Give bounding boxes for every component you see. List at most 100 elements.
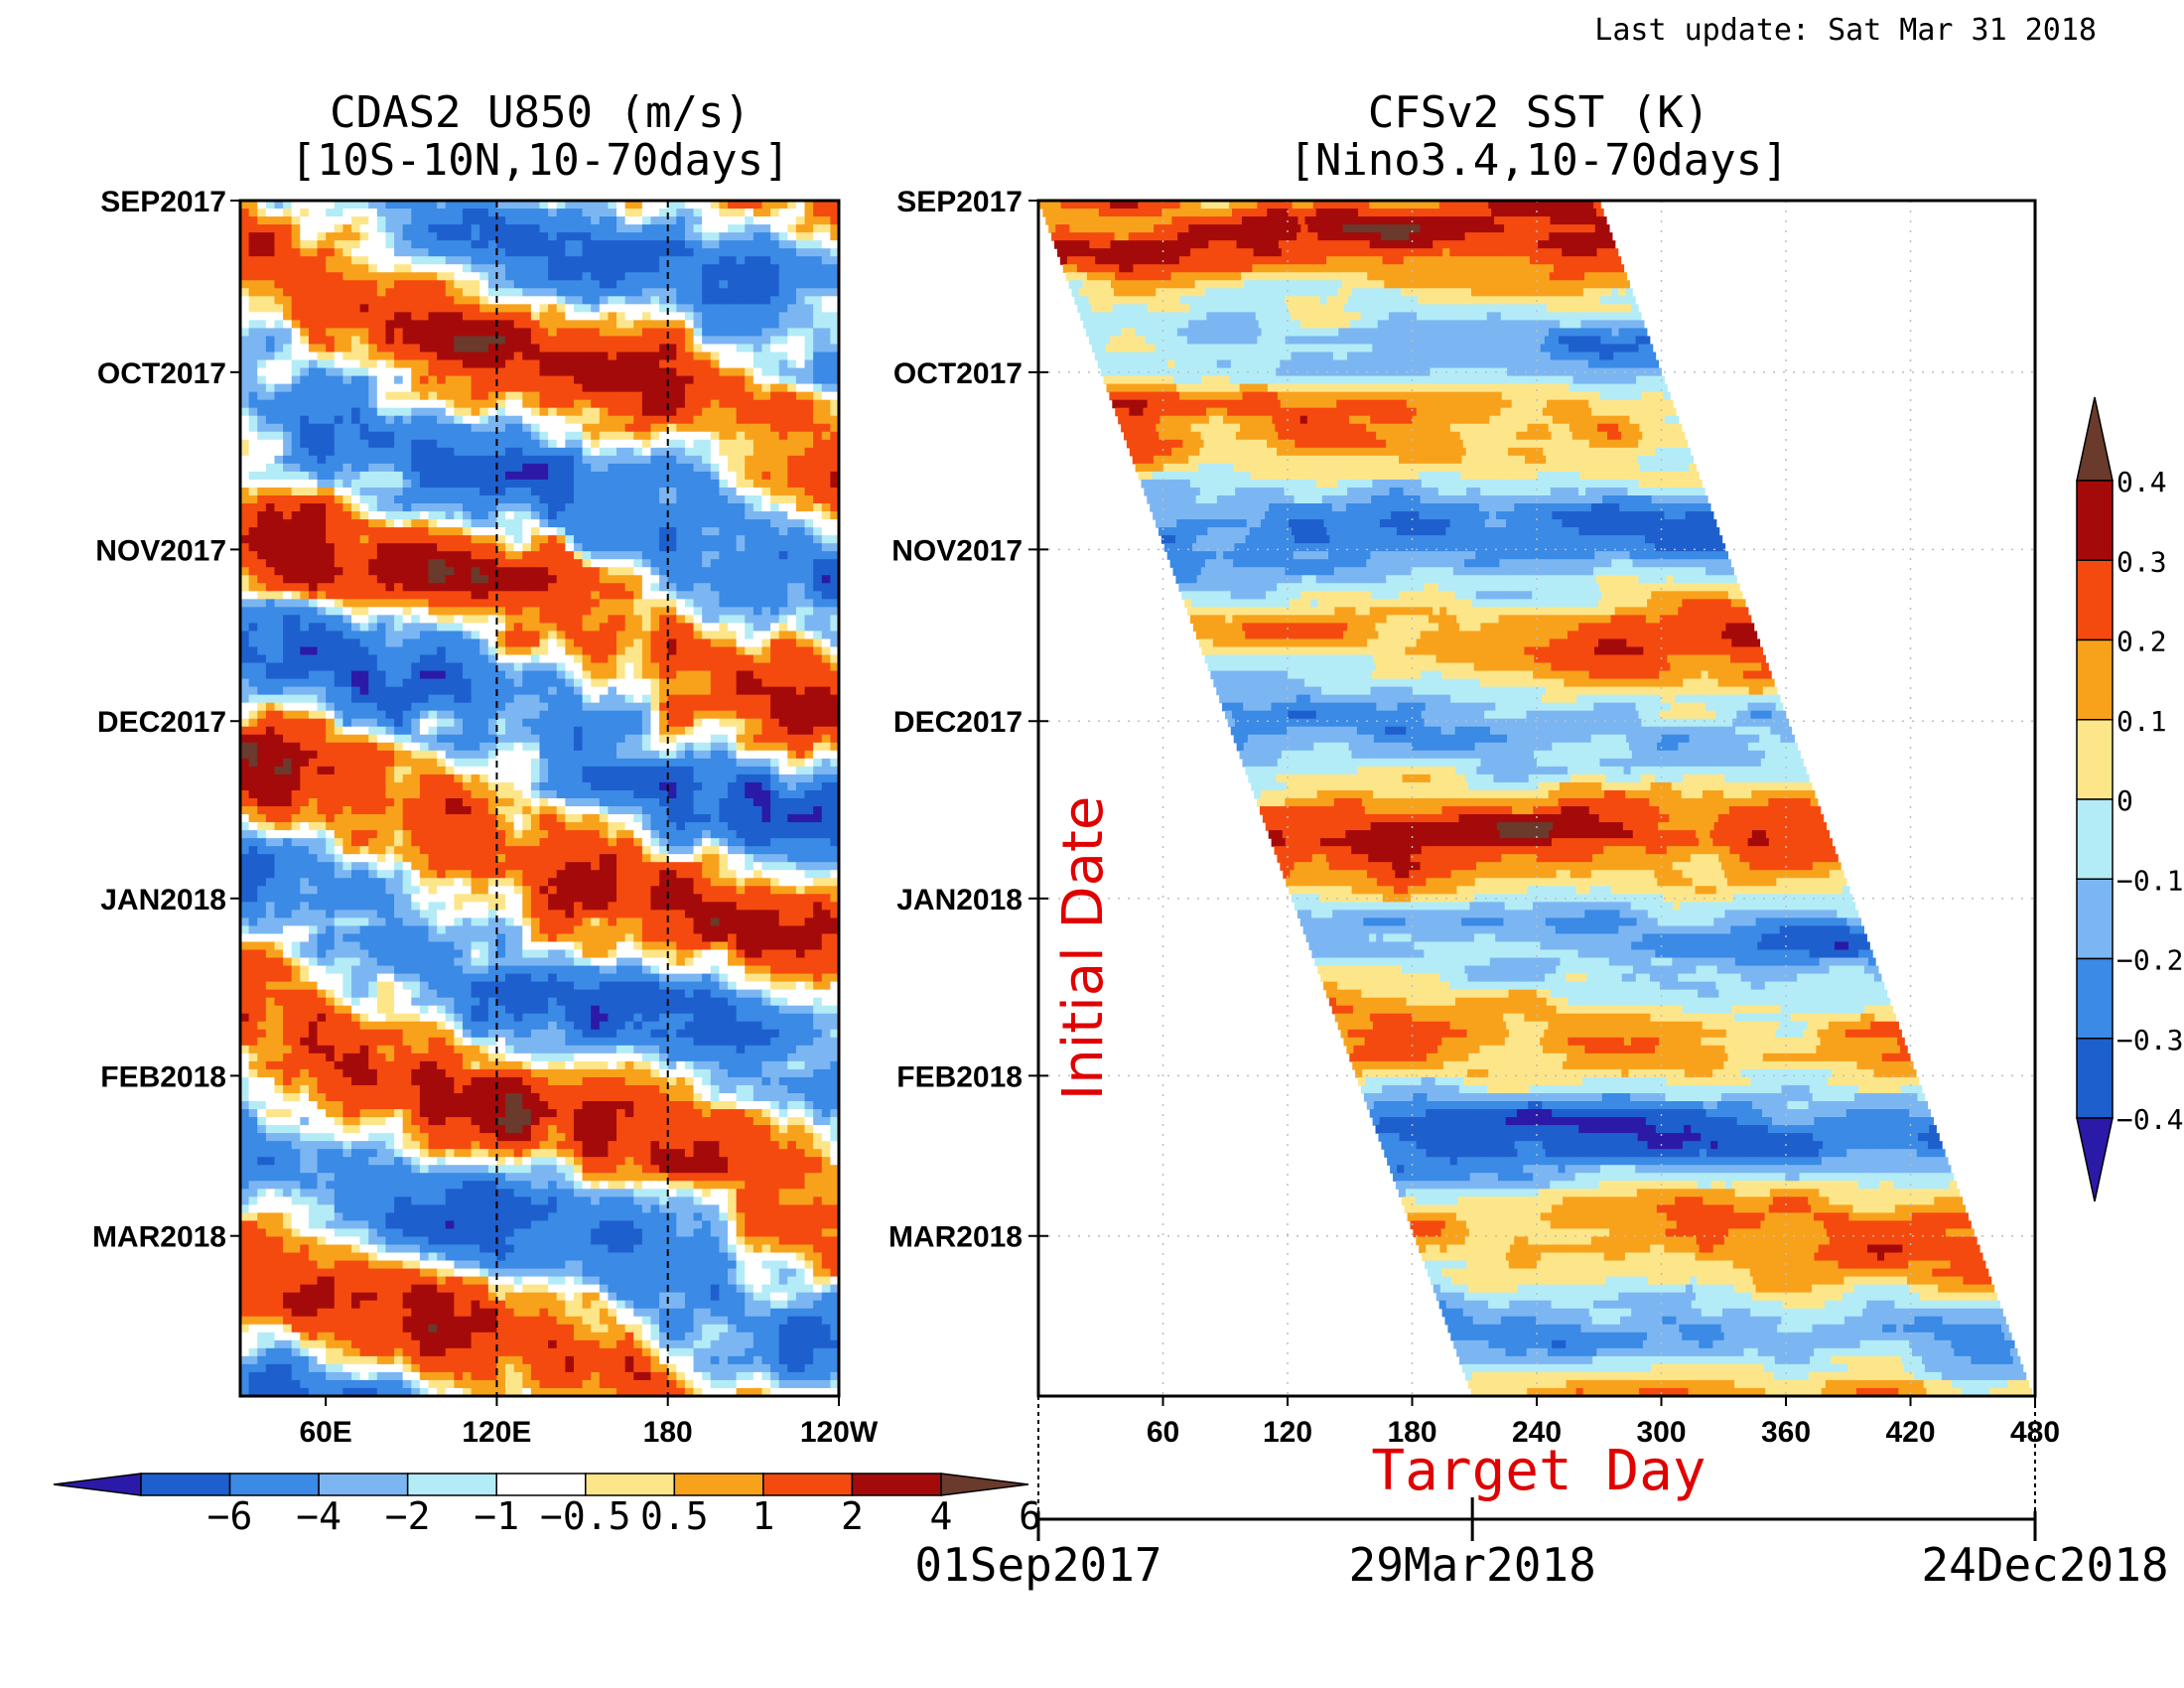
- u850-cell: [326, 638, 335, 647]
- u850-cell: [548, 527, 557, 536]
- u850-cell: [685, 288, 694, 297]
- u850-cell: [351, 623, 360, 632]
- u850-cell: [454, 424, 463, 433]
- u850-cell: [822, 607, 831, 616]
- u850-cell: [385, 663, 394, 672]
- u850-cell: [600, 743, 609, 752]
- u850-cell: [522, 671, 531, 680]
- u850-cell: [668, 559, 677, 568]
- u850-cell: [249, 751, 258, 760]
- u850-cell: [266, 495, 275, 504]
- u850-cell: [403, 304, 412, 313]
- u850-cell: [574, 671, 583, 680]
- u850-cell: [326, 551, 335, 560]
- u850-cell: [335, 767, 343, 775]
- u850-cell: [411, 408, 420, 417]
- u850-cell: [737, 488, 746, 496]
- u850-cell: [737, 623, 746, 632]
- u850-cell: [822, 248, 831, 257]
- u850-cell: [360, 671, 369, 680]
- u850-cell: [360, 456, 369, 465]
- u850-cell: [642, 376, 651, 385]
- u850-cell: [676, 646, 685, 655]
- u850-cell: [668, 472, 677, 481]
- u850-cell: [266, 679, 275, 688]
- u850-cell: [368, 759, 377, 768]
- u850-cell: [616, 735, 625, 744]
- u850-cell: [292, 631, 301, 639]
- u850-cell: [728, 312, 737, 321]
- u850-cell: [737, 264, 746, 273]
- u850-cell: [411, 296, 420, 305]
- u850-cell: [565, 360, 574, 369]
- u850-cell: [591, 384, 600, 393]
- u850-cell: [745, 416, 753, 425]
- u850-cell: [420, 519, 429, 528]
- u850-cell: [616, 703, 625, 712]
- u850-cell: [446, 567, 455, 576]
- u850-cell: [257, 384, 266, 393]
- u850-cell: [479, 472, 488, 481]
- u850-cell: [300, 495, 309, 504]
- u850-cell: [257, 456, 266, 465]
- u850-cell: [608, 727, 616, 736]
- u850-cell: [420, 735, 429, 744]
- u850-cell: [266, 519, 275, 528]
- u850-cell: [668, 296, 677, 305]
- u850-cell: [360, 719, 369, 728]
- u850-cell: [616, 312, 625, 321]
- u850-cell: [351, 495, 360, 504]
- u850-cell: [360, 272, 369, 281]
- u850-cell: [385, 296, 394, 305]
- u850-cell: [472, 400, 480, 409]
- u850-cell: [496, 432, 505, 441]
- u850-cell: [548, 384, 557, 393]
- u850-cell: [318, 559, 327, 568]
- u850-cell: [463, 687, 472, 696]
- u850-cell: [676, 432, 685, 441]
- u850-cell: [565, 224, 574, 233]
- u850-cell: [377, 416, 386, 425]
- u850-cell: [394, 312, 403, 321]
- u850-cell: [650, 368, 659, 377]
- u850-cell: [702, 440, 711, 449]
- u850-cell: [540, 432, 549, 441]
- u850-cell: [796, 368, 805, 377]
- u850-cell: [318, 240, 327, 249]
- u850-cell: [368, 480, 377, 489]
- u850-cell: [446, 679, 455, 688]
- u850-cell: [309, 591, 318, 600]
- u850-cell: [446, 448, 455, 457]
- u850-cell: [479, 559, 488, 568]
- u850-cell: [625, 543, 634, 552]
- u850-cell: [822, 727, 831, 736]
- u850-cell: [446, 583, 455, 592]
- u850-cell: [385, 711, 394, 720]
- u850-cell: [770, 288, 779, 297]
- u850-cell: [728, 256, 737, 265]
- u850-cell: [787, 543, 796, 552]
- u850-cell: [813, 511, 822, 520]
- u850-cell: [805, 551, 814, 560]
- u850-cell: [737, 543, 746, 552]
- u850-cell: [368, 743, 377, 752]
- u850-cell: [292, 448, 301, 457]
- u850-cell: [633, 272, 642, 281]
- u850-cell: [608, 480, 616, 489]
- u850-cell: [633, 615, 642, 624]
- u850-cell: [787, 727, 796, 736]
- u850-cell: [761, 248, 770, 257]
- u850-cell: [583, 527, 592, 536]
- u850-cell: [403, 583, 412, 592]
- u850-cell: [257, 679, 266, 688]
- u850-cell: [591, 432, 600, 441]
- u850-cell: [446, 703, 455, 712]
- u850-cell: [745, 495, 753, 504]
- u850-cell: [770, 232, 779, 241]
- u850-cell: [650, 607, 659, 616]
- u850-cell: [770, 591, 779, 600]
- u850-cell: [600, 360, 609, 369]
- u850-cell: [429, 216, 438, 225]
- u850-cell: [514, 312, 523, 321]
- u850-cell: [514, 424, 523, 433]
